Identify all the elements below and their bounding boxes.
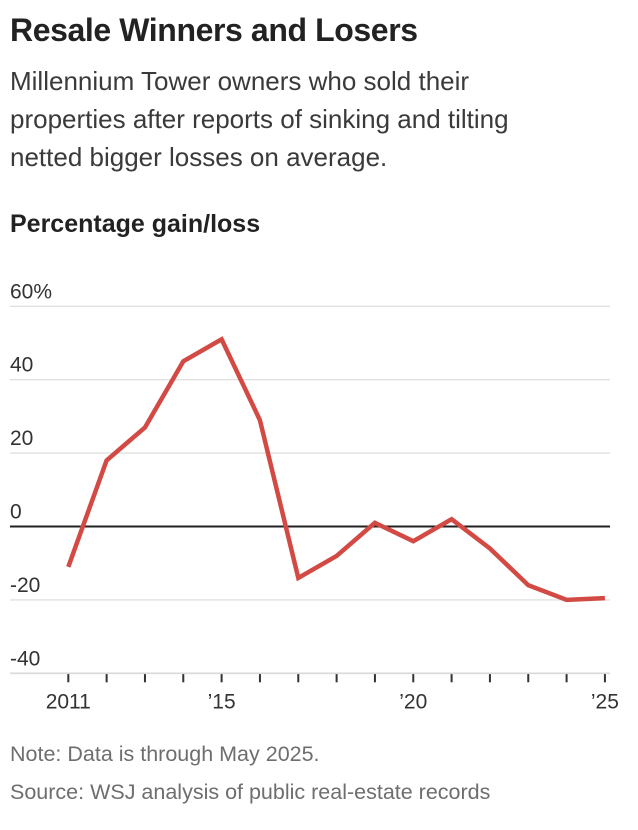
chart-note: Note: Data is through May 2025. bbox=[10, 742, 320, 766]
chart-subtitle: Millennium Tower owners who sold their p… bbox=[10, 62, 630, 176]
y-tick-label: 20 bbox=[10, 427, 33, 450]
y-tick-label: -20 bbox=[10, 574, 40, 597]
x-tick-label: ’25 bbox=[591, 690, 619, 713]
y-tick-label: -40 bbox=[10, 647, 40, 670]
chart-title: Resale Winners and Losers bbox=[10, 12, 418, 48]
y-axis-title: Percentage gain/loss bbox=[10, 210, 261, 238]
subtitle-line: Millennium Tower owners who sold their bbox=[10, 66, 470, 96]
y-tick-label: 60% bbox=[10, 280, 52, 303]
line-chart: 60% 40 20 0 -20 -40 2011 ’15 ’20 ’25 bbox=[10, 280, 619, 713]
subtitle-line: properties after reports of sinking and … bbox=[10, 104, 509, 134]
x-tick-label: ’20 bbox=[399, 690, 427, 713]
subtitle-line: netted bigger losses on average. bbox=[10, 142, 388, 172]
data-line bbox=[66, 336, 606, 603]
x-tick-label: 2011 bbox=[46, 690, 91, 713]
chart-source: Source: WSJ analysis of public real-esta… bbox=[10, 780, 491, 804]
x-tick-label: ’15 bbox=[208, 690, 236, 713]
y-tick-label: 0 bbox=[10, 501, 22, 524]
y-tick-label: 40 bbox=[10, 354, 33, 377]
